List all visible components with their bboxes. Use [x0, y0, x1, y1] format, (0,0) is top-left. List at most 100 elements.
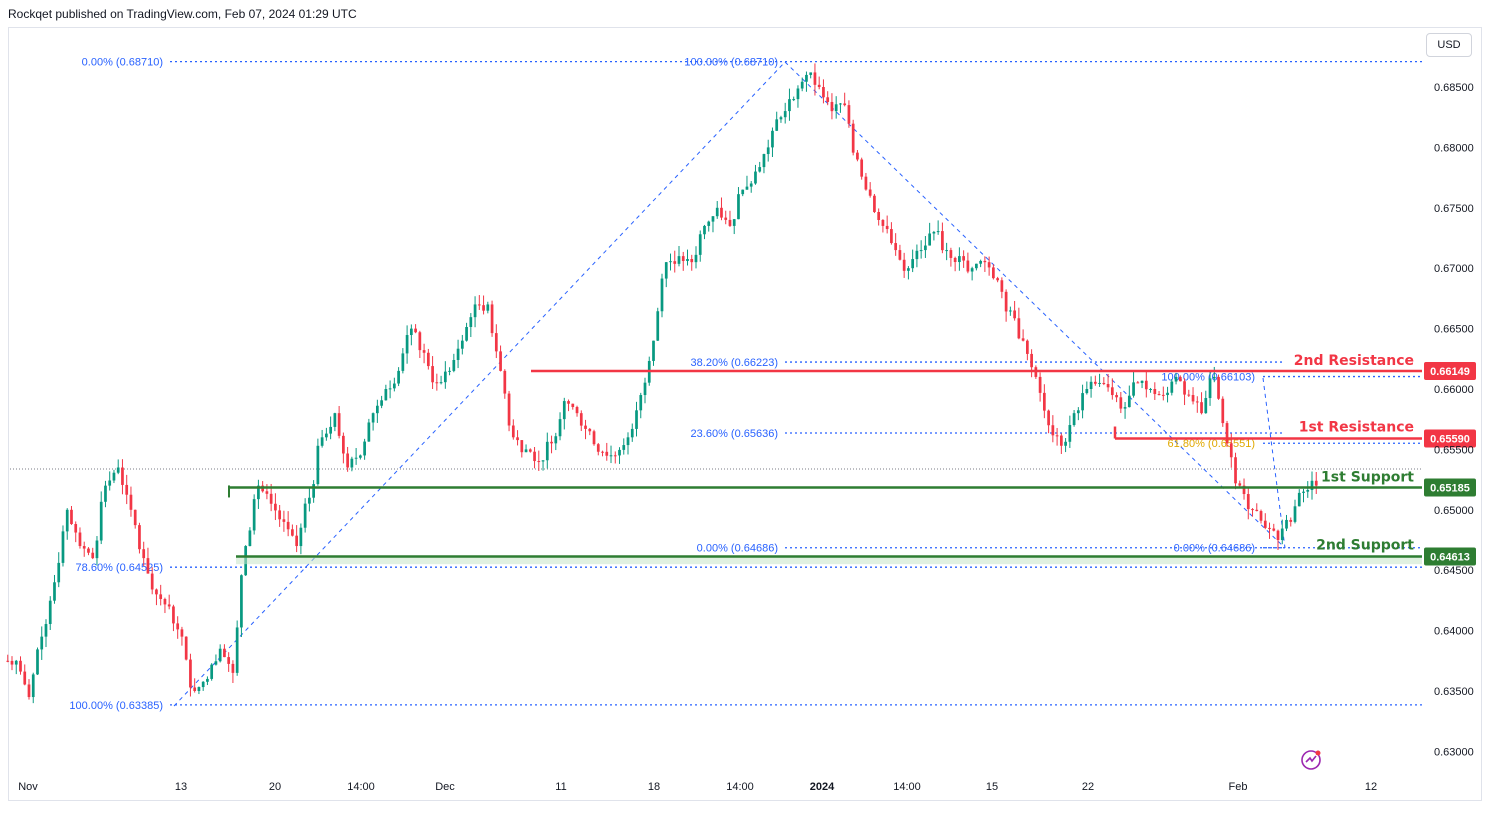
- candle-body: [520, 440, 524, 453]
- candle-body: [503, 370, 507, 394]
- y-tick-label: 0.64000: [1434, 626, 1474, 638]
- chart-frame: [8, 27, 1482, 801]
- y-tick-label: 0.68000: [1434, 142, 1474, 154]
- candle-body: [911, 259, 915, 269]
- candle-body: [426, 352, 430, 367]
- candle-body: [1017, 318, 1021, 339]
- candle-body: [465, 327, 468, 341]
- candle-body: [184, 636, 188, 660]
- candle-body: [350, 458, 354, 468]
- price-tag: 0.65185: [1424, 478, 1476, 497]
- candle-body: [728, 219, 732, 226]
- candle-body: [873, 195, 876, 213]
- candle-body: [248, 530, 252, 547]
- candle-body: [57, 562, 61, 583]
- candle-body: [958, 256, 961, 263]
- candle-body: [193, 687, 197, 691]
- candle-body: [82, 546, 86, 549]
- candle-body: [813, 72, 817, 85]
- candle-body: [159, 594, 163, 600]
- x-tick-label: 14:00: [347, 781, 375, 793]
- candle-body: [61, 531, 65, 563]
- candles-layer: [6, 63, 1318, 704]
- candle-body: [1242, 485, 1246, 495]
- candle-body: [1047, 410, 1050, 426]
- candle-body: [363, 441, 366, 456]
- candle-body: [91, 552, 95, 559]
- candle-body: [677, 256, 681, 264]
- candle-body: [507, 393, 511, 426]
- level-name: 2nd Resistance: [1294, 353, 1414, 369]
- candle-body: [856, 152, 859, 160]
- candle-body: [320, 437, 324, 446]
- candle-body: [23, 671, 27, 685]
- price-tag-text: 0.66149: [1430, 366, 1470, 378]
- candle-body: [1132, 382, 1135, 396]
- currency-button[interactable]: USD: [1426, 33, 1472, 57]
- candle-body: [443, 371, 447, 383]
- candle-body: [435, 382, 439, 384]
- candle-body: [146, 558, 150, 574]
- candle-body: [992, 267, 995, 279]
- candle-body: [711, 216, 715, 222]
- candle-body: [257, 485, 260, 500]
- candle-body: [690, 259, 694, 263]
- candle-body: [1310, 480, 1314, 490]
- candle-body: [494, 333, 498, 352]
- candle-body: [962, 256, 965, 261]
- fib-label: 61.80% (0.65551): [1168, 438, 1255, 450]
- x-tick-label: Dec: [435, 781, 455, 793]
- candle-body: [1153, 389, 1157, 395]
- candle-body: [1166, 392, 1169, 396]
- tradingview-logo-icon[interactable]: [1300, 749, 1322, 771]
- candle-body: [1170, 381, 1174, 393]
- candle-body: [95, 540, 99, 559]
- candle-body: [902, 259, 906, 271]
- candle-body: [839, 103, 842, 105]
- candle-body: [405, 335, 409, 354]
- candle-body: [788, 99, 791, 112]
- candle-body: [792, 99, 796, 101]
- y-tick-label: 0.64500: [1434, 565, 1474, 577]
- candle-body: [618, 449, 621, 456]
- candle-body: [1259, 511, 1263, 521]
- candle-body: [388, 388, 392, 390]
- candle-body: [112, 472, 116, 481]
- x-tick-label: 11: [555, 781, 566, 793]
- x-tick-label: 15: [986, 781, 998, 793]
- candle-body: [278, 510, 282, 520]
- candle-body: [945, 250, 948, 252]
- candle-body: [40, 636, 44, 650]
- candle-body: [409, 328, 413, 336]
- price-tag-bg: [1424, 478, 1476, 497]
- x-tick-label: 13: [175, 781, 187, 793]
- price-tag: 0.66149: [1424, 362, 1476, 381]
- candle-body: [1306, 489, 1310, 492]
- candle-body: [439, 382, 443, 384]
- candle-body: [630, 428, 634, 438]
- candle-body: [231, 663, 235, 673]
- candle-body: [1038, 376, 1042, 393]
- candle-body: [1208, 378, 1212, 399]
- candle-body: [206, 678, 209, 682]
- candle-body: [851, 123, 855, 153]
- candle-body: [919, 250, 923, 252]
- candle-body: [868, 189, 872, 196]
- candle-body: [14, 660, 18, 665]
- candle-body: [656, 311, 660, 341]
- candle-body: [511, 425, 515, 438]
- candle-body: [422, 350, 426, 353]
- candle-body: [1081, 393, 1084, 411]
- candle-body: [53, 582, 56, 601]
- candle-body: [537, 461, 541, 463]
- candle-body: [550, 441, 553, 444]
- candle-body: [116, 467, 120, 473]
- candle-body: [44, 624, 48, 637]
- candle-body: [142, 549, 146, 559]
- candle-body: [1174, 376, 1178, 382]
- candle-body: [48, 600, 52, 625]
- candle-body: [486, 304, 490, 311]
- candle-body: [1089, 381, 1093, 389]
- x-tick-label: 18: [648, 781, 660, 793]
